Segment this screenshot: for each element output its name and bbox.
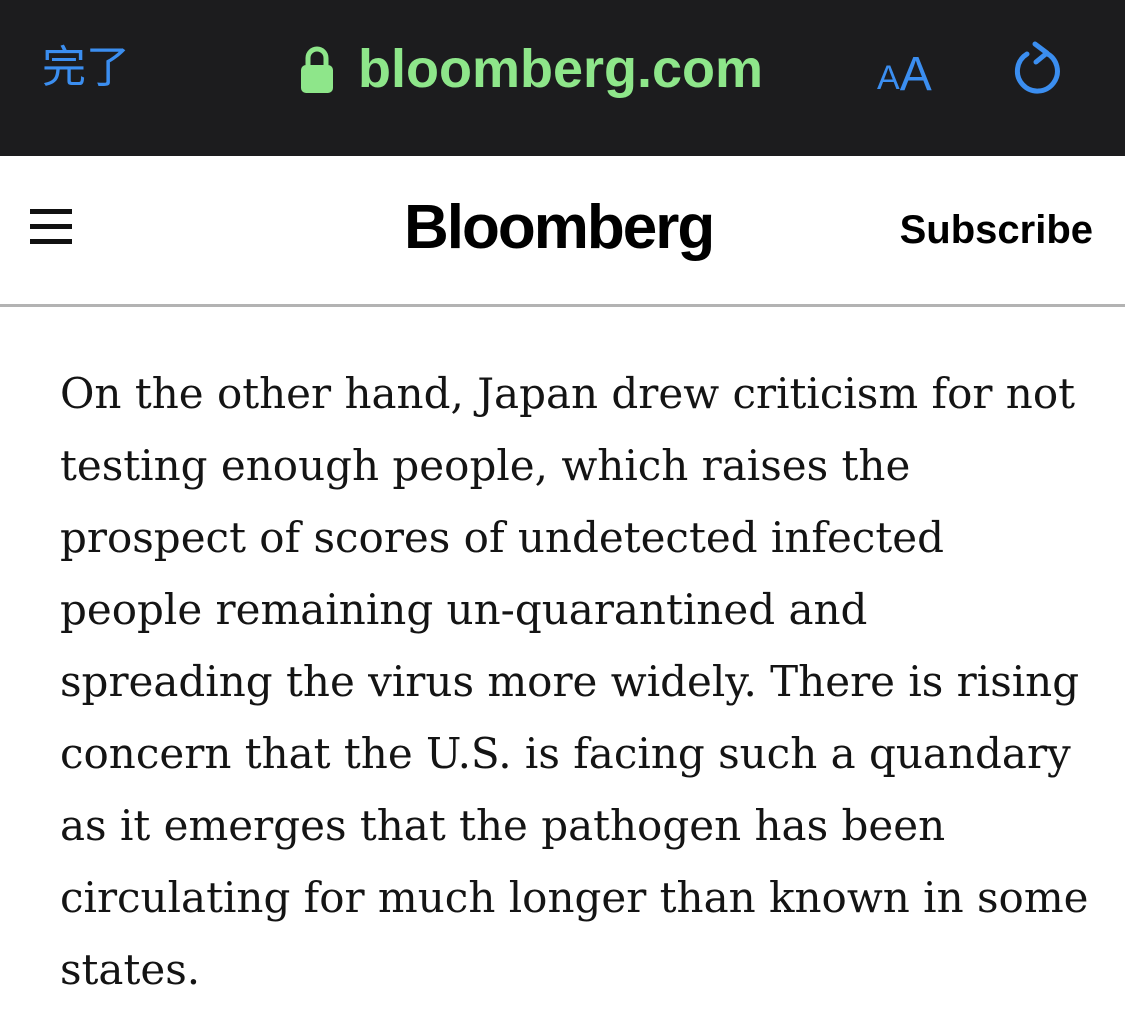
site-header: Bloomberg Subscribe <box>0 156 1125 307</box>
hamburger-menu-icon[interactable] <box>30 209 72 245</box>
url-text: bloomberg.com <box>358 39 764 99</box>
reload-icon[interactable] <box>1008 40 1064 100</box>
address-bar[interactable]: bloomberg.com <box>300 34 763 104</box>
article-paragraph: On the other hand, Japan drew criticism … <box>60 369 1089 994</box>
subscribe-button[interactable]: Subscribe <box>899 208 1093 252</box>
text-size-small-label: A <box>877 59 900 97</box>
bloomberg-logo[interactable]: Bloomberg <box>404 193 715 262</box>
text-size-large-label: A <box>899 48 932 101</box>
done-button[interactable]: 完了 <box>42 42 130 93</box>
lock-icon <box>301 46 333 93</box>
